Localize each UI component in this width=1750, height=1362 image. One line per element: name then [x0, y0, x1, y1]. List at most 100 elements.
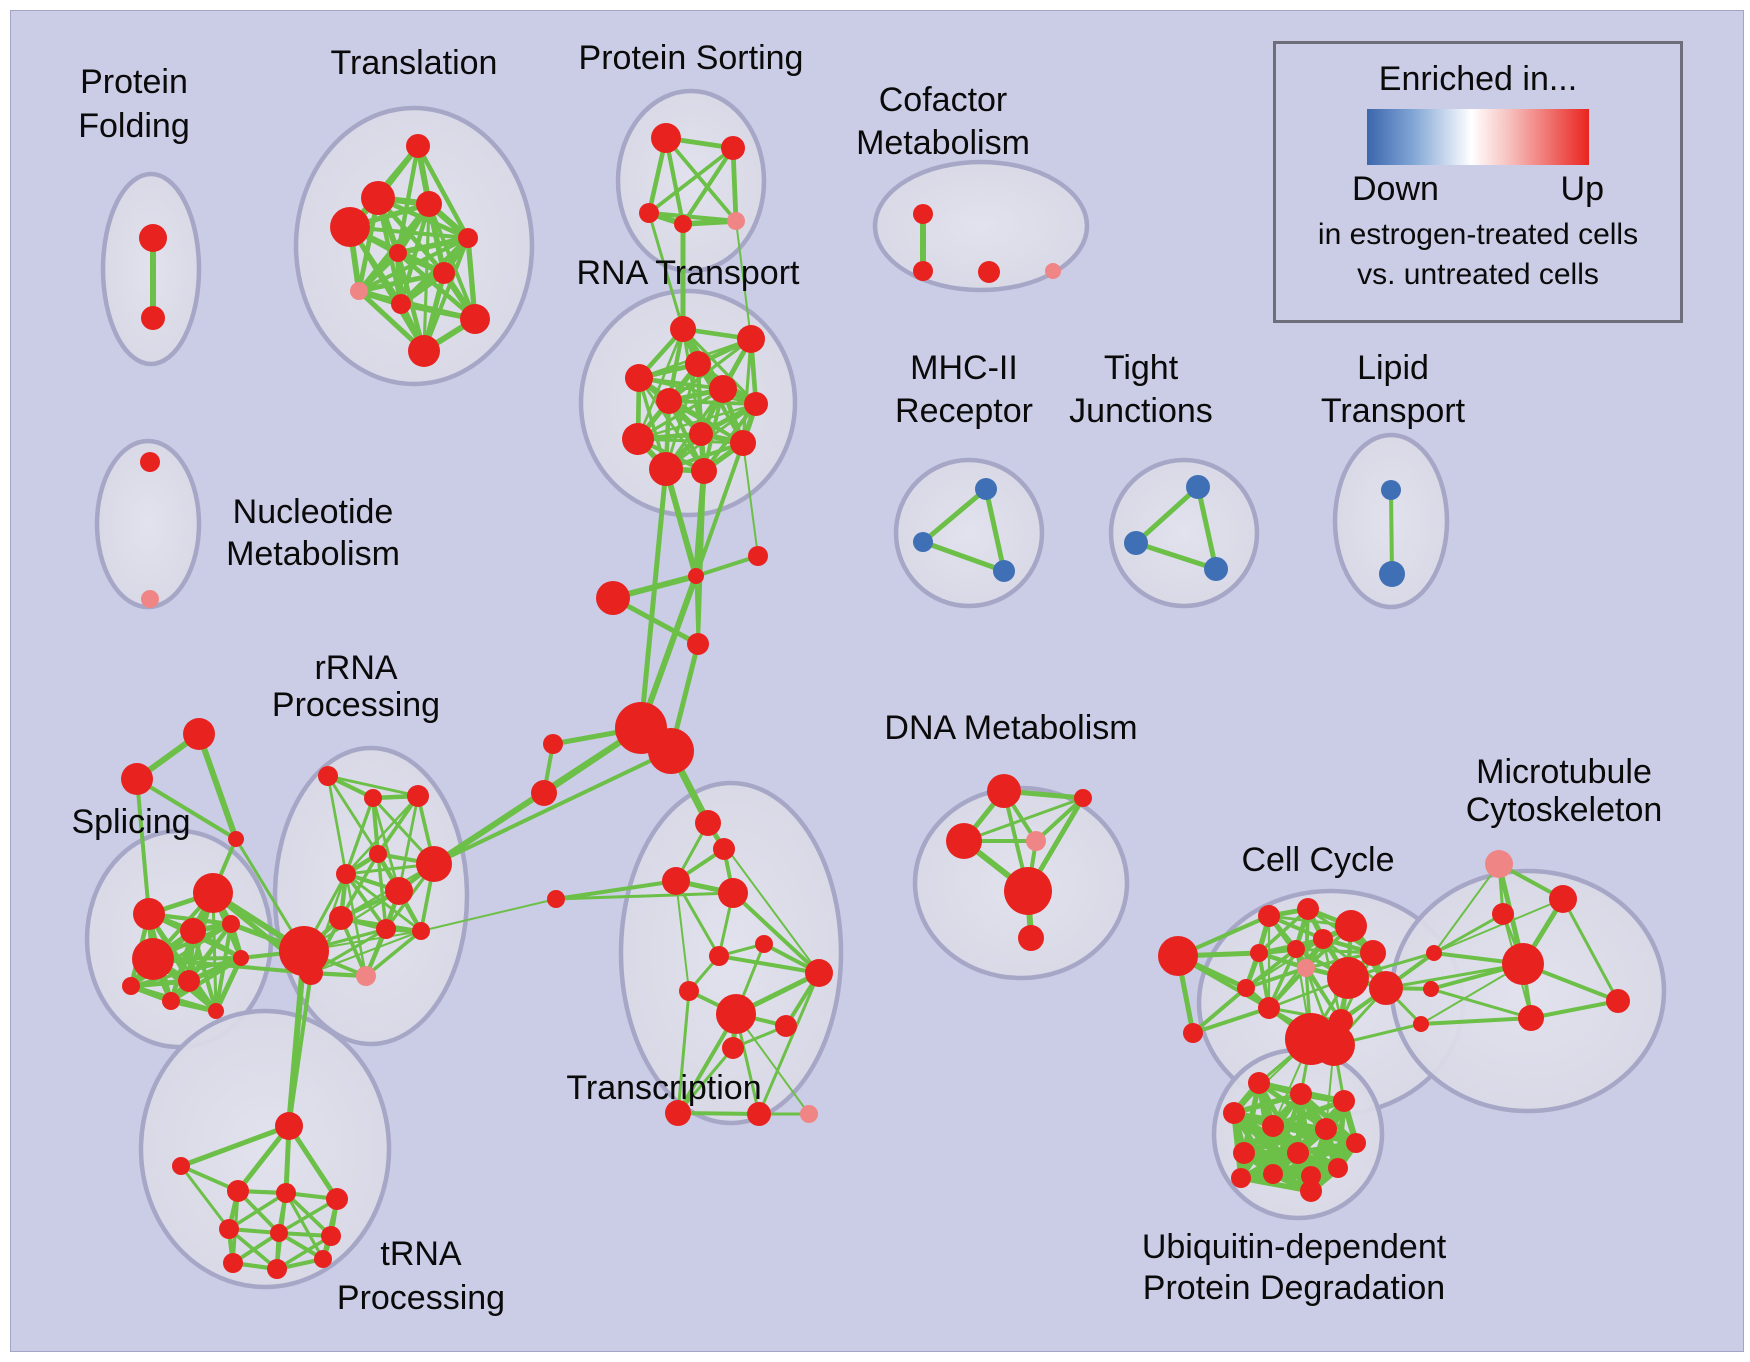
edge	[151, 957, 313, 975]
gene-set-node	[1379, 561, 1405, 587]
cluster-label-rrna: Processing	[272, 686, 440, 724]
edge	[415, 143, 471, 241]
gene-set-node	[1492, 903, 1514, 925]
gene-set-node	[208, 1003, 224, 1019]
gene-set-node	[718, 878, 748, 908]
gene-set-node	[350, 282, 368, 300]
edge	[1244, 966, 1308, 990]
edge	[664, 136, 738, 223]
edge	[432, 749, 673, 866]
edge	[730, 145, 739, 224]
gene-set-node	[1004, 867, 1052, 915]
edge	[1384, 962, 1525, 990]
edge	[1034, 796, 1085, 843]
edge	[983, 486, 1007, 574]
gene-set-node	[747, 1102, 771, 1126]
gene-set-node	[458, 228, 478, 248]
gene-set-node	[1369, 971, 1403, 1005]
edge	[647, 211, 685, 331]
gene-set-node	[408, 335, 440, 367]
edge	[1191, 986, 1248, 1035]
cluster-label-cofactor: Cofactor	[879, 81, 1008, 119]
gene-set-node	[407, 785, 429, 807]
gene-set-node	[800, 1105, 818, 1123]
gene-set-node	[228, 831, 244, 847]
gene-set-node	[656, 388, 682, 414]
edge	[397, 794, 420, 893]
edge	[1529, 999, 1620, 1020]
cluster-label-mhc: Receptor	[895, 392, 1033, 430]
gene-set-node	[318, 766, 338, 786]
cluster-label-tight_junctions: Tight	[1104, 349, 1179, 387]
cluster-label-microtubule: Cytoskeleton	[1466, 791, 1663, 829]
gene-set-node	[727, 212, 745, 230]
edge	[676, 1046, 735, 1115]
gene-set-node	[356, 966, 376, 986]
gene-set-node	[222, 915, 240, 933]
gene-set-node	[1297, 959, 1315, 977]
gene-set-node	[369, 845, 387, 863]
edge	[637, 376, 706, 473]
cluster-labels: Protein Folding Translation Protein Sorting…	[71, 39, 1662, 1317]
gene-set-node	[1606, 989, 1630, 1013]
gene-set-node	[183, 718, 215, 750]
gene-set-node	[625, 364, 653, 392]
gene-set-node	[1300, 1180, 1322, 1202]
gene-set-node	[233, 950, 249, 966]
gene-set-node	[716, 994, 756, 1034]
gene-set-node	[416, 191, 442, 217]
edge	[395, 235, 471, 256]
gene-set-node	[1186, 475, 1210, 499]
gene-set-node	[1301, 1166, 1321, 1186]
gene-set-node	[314, 1250, 332, 1268]
cluster-label-protein_folding: Folding	[78, 107, 190, 145]
gene-set-node	[691, 458, 717, 484]
edge	[1231, 1091, 1304, 1116]
gene-set-node	[172, 1157, 190, 1175]
edge	[344, 794, 420, 876]
gene-set-node	[1263, 1164, 1283, 1184]
gene-set-node	[412, 922, 430, 940]
gene-set-node	[267, 1259, 287, 1279]
edge	[920, 486, 989, 545]
gene-set-node	[1335, 910, 1367, 942]
edge	[676, 989, 691, 1115]
gene-set-node	[141, 306, 165, 330]
gene-set-node	[1237, 979, 1255, 997]
edge	[1133, 540, 1219, 572]
gene-set-node	[531, 780, 557, 806]
gene-set-node	[651, 123, 681, 153]
gene-set-node	[1290, 1083, 1312, 1105]
gene-set-node	[1223, 1102, 1245, 1124]
gene-set-node	[1248, 1072, 1270, 1094]
gene-set-node	[276, 1183, 296, 1203]
edge	[1195, 484, 1219, 572]
gene-set-node	[1158, 936, 1198, 976]
gene-set-node	[649, 452, 683, 486]
edge	[309, 929, 423, 975]
gene-set-node	[674, 215, 692, 233]
edge	[735, 220, 752, 340]
gene-set-node	[1426, 945, 1442, 961]
edge	[364, 929, 423, 978]
edge	[284, 1191, 325, 1261]
gene-set-node	[913, 204, 933, 224]
gene-set-node	[737, 325, 765, 353]
network-svg: Protein Folding Translation Protein Sorting…	[71, 39, 1667, 1317]
edge	[667, 399, 758, 406]
gene-set-node	[775, 1015, 797, 1037]
edge	[376, 794, 420, 856]
gene-set-node	[389, 244, 407, 262]
gene-set-node	[1328, 1158, 1348, 1178]
gene-set-node	[596, 581, 630, 615]
edge	[135, 777, 151, 916]
cluster-label-dna: DNA Metabolism	[884, 709, 1137, 747]
edge	[638, 466, 669, 731]
edge	[344, 796, 375, 876]
edge	[135, 777, 238, 841]
edge	[731, 891, 821, 975]
gene-set-node	[361, 181, 395, 215]
gene-set-node	[689, 422, 713, 446]
edge	[277, 1197, 339, 1235]
legend-caption-line2: vs. untreated cells	[1357, 258, 1599, 291]
